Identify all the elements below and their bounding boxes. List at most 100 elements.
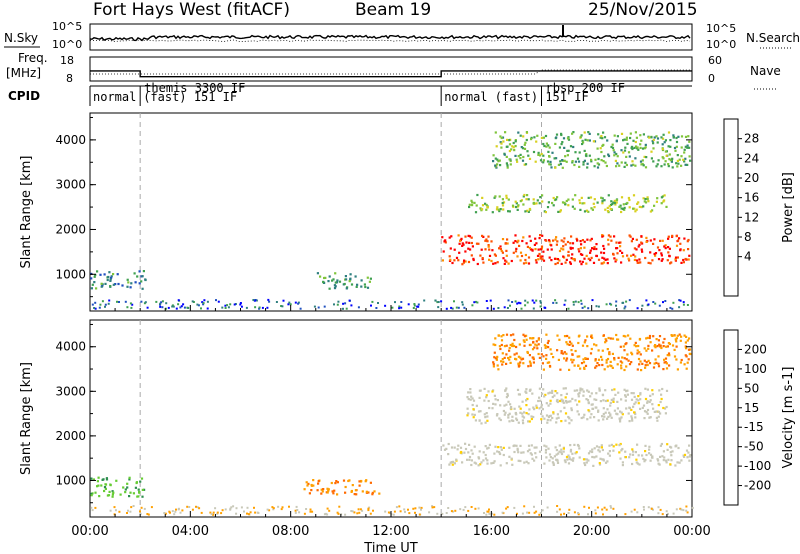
scatter-cell <box>636 349 639 352</box>
scatter-cell <box>556 392 559 395</box>
scatter-cell <box>562 387 565 390</box>
ground-scatter-cell <box>445 512 448 514</box>
scatter-cell <box>514 140 517 143</box>
ground-scatter-cell <box>685 509 688 512</box>
scatter-cell <box>565 199 568 203</box>
scatter-cell <box>586 357 589 360</box>
scatter-cell <box>482 235 485 238</box>
scatter-cell <box>649 399 652 402</box>
scatter-cell <box>472 408 475 411</box>
ground-scatter-cell <box>609 505 612 508</box>
scatter-cell <box>600 355 603 358</box>
scatter-cell <box>600 159 603 162</box>
scatter-cell <box>535 140 538 143</box>
scatter-cell <box>613 235 616 238</box>
scatter-cell <box>585 398 588 401</box>
ground-scatter-cell <box>461 303 464 306</box>
scatter-cell <box>328 287 331 290</box>
scatter-cell <box>621 356 624 359</box>
scatter-cell <box>583 462 586 465</box>
scatter-cell <box>472 416 475 419</box>
scatter-cell <box>493 452 496 455</box>
scatter-cell <box>670 459 673 462</box>
ground-scatter-cell <box>272 507 275 510</box>
scatter-cell <box>500 339 504 342</box>
scatter-cell <box>510 419 514 422</box>
scatter-cell <box>126 482 129 485</box>
scatter-cell <box>655 361 658 364</box>
scatter-cell <box>620 161 623 164</box>
scatter-cell <box>615 165 618 168</box>
scatter-cell <box>544 134 548 138</box>
scatter-cell <box>134 281 137 284</box>
scatter-cell <box>656 458 659 461</box>
scatter-cell <box>527 262 531 265</box>
ground-scatter-cell <box>130 506 133 509</box>
scatter-cell <box>602 418 605 421</box>
scatter-cell <box>578 355 581 358</box>
scatter-cell <box>448 463 451 466</box>
scatter-cell <box>136 275 139 278</box>
ground-scatter-cell <box>201 301 204 304</box>
scatter-cell <box>577 248 580 251</box>
scatter-cell <box>548 239 551 242</box>
scatter-cell <box>507 356 510 360</box>
scatter-cell <box>129 286 132 289</box>
scatter-cell <box>517 451 520 454</box>
ground-scatter-cell <box>221 306 224 309</box>
scatter-cell <box>684 157 687 160</box>
ground-scatter-cell <box>678 306 681 309</box>
scatter-cell <box>521 239 524 243</box>
scatter-cell <box>595 398 598 401</box>
scatter-cell <box>528 157 532 160</box>
ground-scatter-cell <box>387 511 390 514</box>
scatter-cell <box>543 417 546 420</box>
scatter-cell <box>659 412 662 415</box>
scatter-cell <box>508 143 512 146</box>
scatter-cell <box>371 493 374 496</box>
scatter-cell <box>324 276 327 279</box>
scatter-cell <box>498 451 501 454</box>
scatter-cell <box>579 389 582 392</box>
scatter-cell <box>512 251 515 254</box>
scatter-cell <box>628 420 631 423</box>
scatter-cell <box>656 419 659 422</box>
scatter-cell <box>500 142 503 145</box>
colorbar-tick-label: 100 <box>744 362 767 376</box>
scatter-cell <box>477 464 480 467</box>
scatter-cell <box>106 278 109 282</box>
scatter-cell <box>619 249 622 252</box>
scatter-cell <box>545 142 548 145</box>
scatter-cell <box>666 354 669 357</box>
scatter-cell <box>672 136 675 139</box>
scatter-cell <box>657 159 660 162</box>
ground-scatter-cell <box>147 513 150 516</box>
scatter-cell <box>601 234 604 237</box>
scatter-cell <box>607 238 610 241</box>
scatter-cell <box>632 405 635 408</box>
scatter-cell <box>555 421 558 424</box>
scatter-cell <box>598 463 602 466</box>
scatter-cell <box>608 352 611 355</box>
scatter-cell <box>639 353 642 356</box>
scatter-cell <box>662 345 665 348</box>
scatter-cell <box>512 333 515 336</box>
scatter-cell <box>688 444 691 447</box>
ground-scatter-cell <box>295 505 298 508</box>
ground-scatter-cell <box>450 510 453 513</box>
scatter-cell <box>669 139 672 142</box>
scatter-cell <box>602 334 605 337</box>
scatter-cell <box>545 402 548 405</box>
scatter-cell <box>90 287 93 290</box>
scatter-cell <box>557 452 560 455</box>
ground-scatter-cell <box>476 301 479 304</box>
scatter-cell <box>459 446 463 449</box>
scatter-cell <box>688 455 691 458</box>
ground-scatter-cell <box>196 506 199 509</box>
scatter-cell <box>657 355 660 358</box>
freq-right-tick-bottom: 0 <box>708 72 715 85</box>
scatter-cell <box>94 273 97 277</box>
scatter-cell <box>562 240 565 243</box>
scatter-cell <box>591 336 594 339</box>
ground-scatter-cell <box>572 303 575 306</box>
